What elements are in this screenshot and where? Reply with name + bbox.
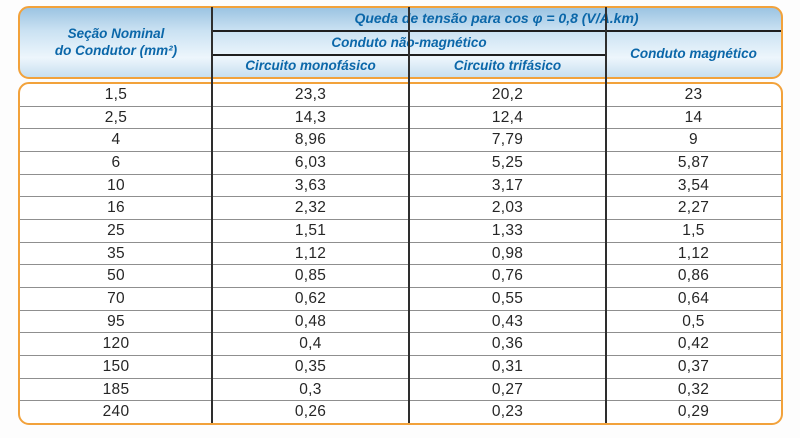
cell-triphase: 1,33 [491, 221, 524, 239]
cell-monophase: 23,3 [294, 85, 327, 103]
table-row: 10 3,63 3,17 3,54 [20, 175, 781, 198]
cell-triphase: 7,79 [491, 131, 524, 149]
cell-triphase: 0,27 [491, 380, 524, 398]
table-row: 4 8,96 7,79 9 [20, 129, 781, 153]
cell-triphase: 0,98 [491, 244, 524, 262]
cell-monophase: 3,63 [294, 176, 327, 194]
cell-section: 150 [102, 357, 130, 375]
table-body: 1,5 23,3 20,2 23 2,5 14,3 12,4 14 4 8,96… [18, 82, 783, 425]
table-row: 6 6,03 5,25 5,87 [20, 152, 781, 175]
table-row: 150 0,35 0,31 0,37 [20, 356, 781, 379]
cell-magnetic: 1,5 [682, 221, 705, 239]
cell-monophase: 2,32 [294, 199, 327, 217]
cell-section: 35 [107, 244, 125, 262]
cell-triphase: 0,43 [491, 312, 524, 330]
column-divider [408, 7, 410, 423]
cell-section: 6 [111, 153, 121, 171]
cell-monophase: 6,03 [294, 153, 327, 171]
cell-triphase: 5,25 [491, 153, 524, 171]
cell-monophase: 1,12 [294, 244, 327, 262]
table-row: 185 0,3 0,27 0,32 [20, 379, 781, 402]
cell-section: 16 [107, 199, 125, 217]
cell-monophase: 14,3 [294, 108, 327, 126]
table-row: 120 0,4 0,36 0,42 [20, 333, 781, 357]
cell-monophase: 0,35 [294, 357, 327, 375]
cell-section: 120 [102, 335, 130, 353]
cell-monophase: 0,3 [299, 380, 322, 398]
column-divider [211, 7, 213, 423]
table-row: 1,5 23,3 20,2 23 [20, 84, 781, 107]
cell-monophase: 0,26 [294, 403, 327, 421]
cell-triphase: 20,2 [491, 85, 524, 103]
cell-triphase: 3,17 [491, 176, 524, 194]
cell-monophase: 8,96 [294, 131, 327, 149]
cell-magnetic: 9 [689, 131, 698, 149]
cell-triphase: 0,31 [491, 357, 524, 375]
group-header-magnetic: Conduto magnético [630, 46, 757, 62]
cell-triphase: 0,76 [491, 267, 524, 285]
cell-magnetic: 0,29 [677, 403, 710, 421]
cell-monophase: 0,4 [299, 335, 322, 353]
cell-monophase: 1,51 [294, 221, 327, 239]
section-header-line1: Seção Nominal [67, 25, 165, 41]
cell-magnetic: 1,12 [677, 244, 710, 262]
cell-magnetic: 5,87 [677, 153, 710, 171]
cell-triphase: 0,55 [491, 289, 524, 307]
cell-magnetic: 0,64 [677, 289, 710, 307]
cell-magnetic: 0,37 [677, 357, 710, 375]
cell-section: 240 [102, 403, 130, 421]
cell-monophase: 0,85 [294, 267, 327, 285]
table-row: 95 0,48 0,43 0,5 [20, 311, 781, 334]
cell-magnetic: 0,42 [677, 335, 710, 353]
cell-monophase: 0,48 [294, 312, 327, 330]
cell-triphase: 2,03 [491, 199, 524, 217]
table-row: 16 2,32 2,03 2,27 [20, 197, 781, 221]
cell-magnetic: 3,54 [677, 176, 710, 194]
table-row: 50 0,85 0,76 0,86 [20, 265, 781, 289]
cell-triphase: 0,23 [491, 403, 524, 421]
column-divider [605, 7, 607, 423]
table-row: 70 0,62 0,55 0,64 [20, 288, 781, 311]
cell-magnetic: 0,5 [682, 312, 705, 330]
cell-section: 185 [102, 380, 130, 398]
table-row: 2,5 14,3 12,4 14 [20, 107, 781, 130]
cell-monophase: 0,62 [294, 289, 327, 307]
cell-magnetic: 0,86 [677, 267, 710, 285]
cell-magnetic: 23 [684, 85, 703, 103]
cell-magnetic: 14 [684, 108, 703, 126]
column-header-section: Seção Nominal do Condutor (mm²) [20, 8, 212, 77]
table-row: 25 1,51 1,33 1,5 [20, 220, 781, 243]
table-row: 240 0,26 0,23 0,29 [20, 401, 781, 423]
cell-section: 50 [107, 267, 125, 285]
cell-section: 95 [107, 312, 125, 330]
section-header-line2: do Condutor (mm²) [54, 42, 178, 58]
table-header: Seção Nominal do Condutor (mm²) Queda de… [18, 6, 783, 79]
cell-section: 2,5 [104, 108, 128, 126]
cell-section: 70 [107, 289, 125, 307]
table-row: 35 1,12 0,98 1,12 [20, 243, 781, 266]
column-header-triphase: Circuito trifásico [453, 58, 562, 74]
cell-section: 25 [107, 221, 125, 239]
cell-section: 1,5 [104, 85, 128, 103]
cell-magnetic: 0,32 [677, 380, 710, 398]
table-title: Queda de tensão para cos φ = 0,8 (V/A.km… [212, 8, 781, 32]
cell-triphase: 0,36 [491, 335, 524, 353]
cell-triphase: 12,4 [491, 108, 524, 126]
cell-magnetic: 2,27 [677, 199, 710, 217]
cell-section: 10 [107, 176, 125, 194]
cell-section: 4 [111, 131, 121, 149]
column-header-monophase: Circuito monofásico [245, 58, 376, 74]
